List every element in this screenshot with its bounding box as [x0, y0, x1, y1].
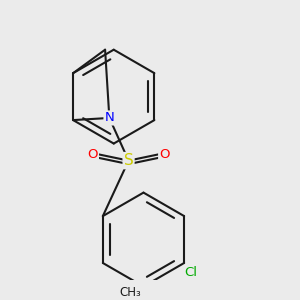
Text: Cl: Cl: [184, 266, 197, 279]
Text: N: N: [104, 112, 114, 124]
Text: O: O: [159, 148, 169, 161]
Text: O: O: [88, 148, 98, 161]
Text: CH₃: CH₃: [119, 286, 141, 299]
Text: S: S: [124, 153, 134, 168]
